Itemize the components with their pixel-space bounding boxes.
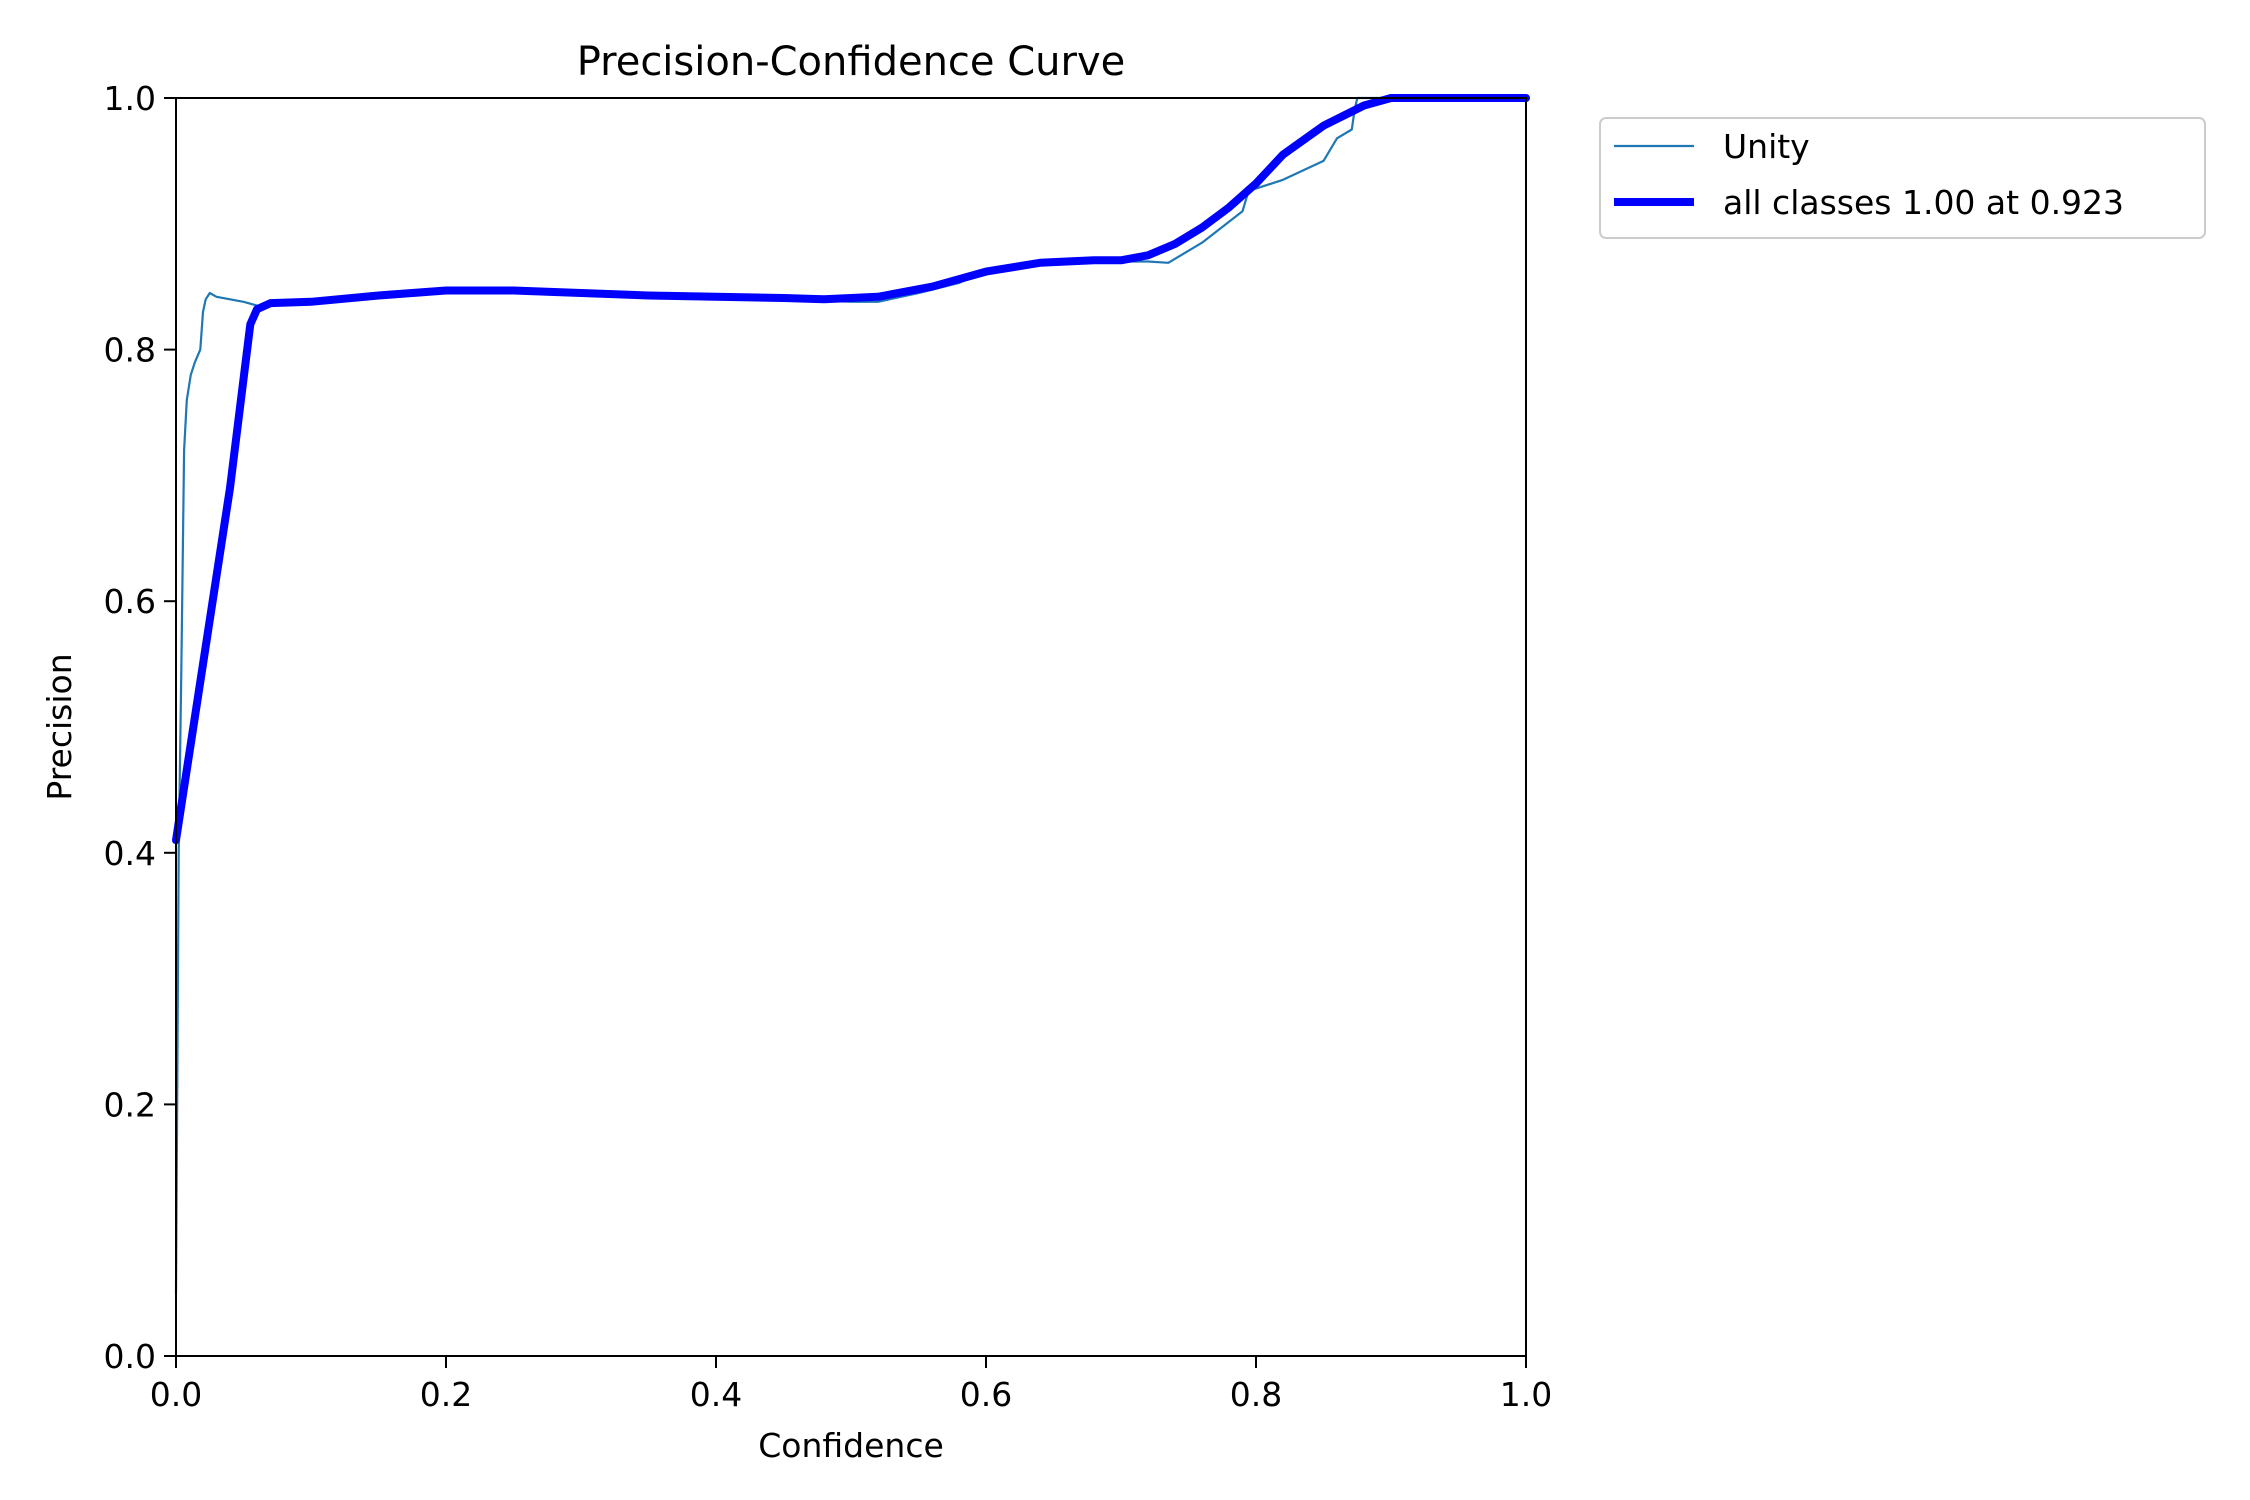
y-axis-ticks: 0.0 0.2 0.4 0.6 0.8 1.0	[104, 79, 176, 1376]
x-tick-label: 0.2	[420, 1375, 472, 1414]
x-tick-label: 0.6	[960, 1375, 1012, 1414]
legend-box	[1599, 117, 2206, 239]
series-line-all-classes	[172, 94, 1530, 845]
x-axis-label: Confidence	[758, 1426, 944, 1465]
x-tick-label: 1.0	[1500, 1375, 1552, 1414]
y-tick-label: 0.6	[104, 582, 156, 621]
x-tick-label: 0.4	[690, 1375, 742, 1414]
plot-lines	[172, 94, 1530, 1295]
y-tick-label: 0.2	[104, 1085, 156, 1124]
y-tick-label: 0.8	[104, 331, 156, 370]
chart-title: Precision-Confidence Curve	[577, 39, 1126, 85]
y-axis-label: Precision	[40, 653, 79, 800]
legend: Unity all classes 1.00 at 0.923	[1599, 117, 2206, 239]
legend-label-unity: Unity	[1723, 127, 1810, 166]
y-tick-label: 1.0	[104, 79, 156, 118]
series-line-unity	[174, 96, 1528, 1295]
x-tick-label: 0.8	[1230, 1375, 1282, 1414]
y-tick-label: 0.0	[104, 1337, 156, 1376]
y-tick-label: 0.4	[104, 834, 156, 873]
x-axis-ticks: 0.0 0.2 0.4 0.6 0.8 1.0	[150, 1356, 1552, 1414]
axes-frame	[175, 97, 1527, 1357]
x-tick-label: 0.0	[150, 1375, 202, 1414]
legend-label-all-classes: all classes 1.00 at 0.923	[1723, 183, 2124, 222]
